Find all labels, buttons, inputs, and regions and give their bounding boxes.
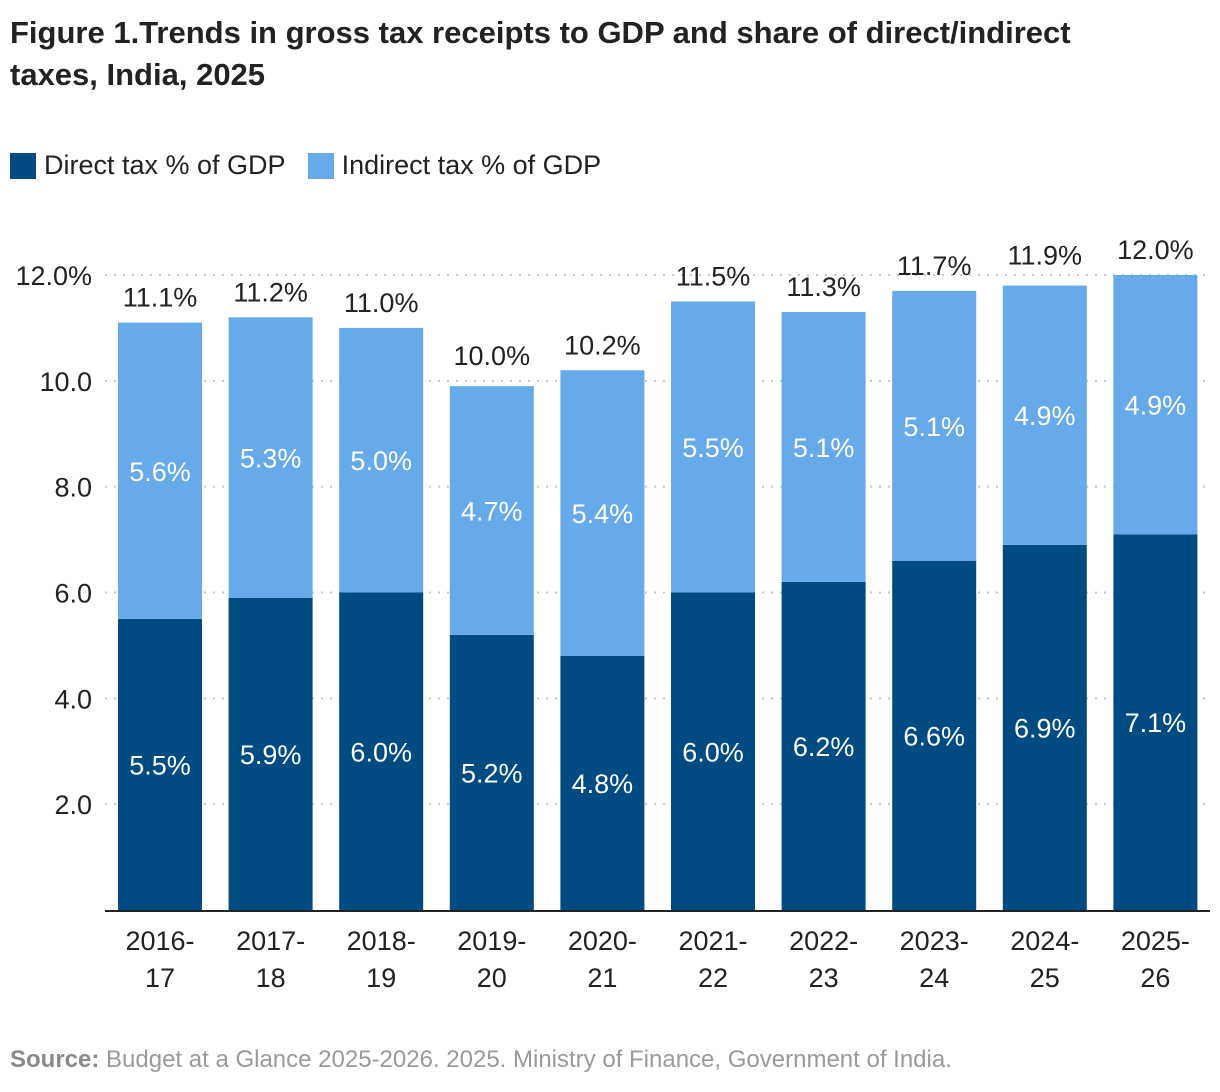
x-tick-label: 21 <box>587 963 617 993</box>
y-tick-label: 2.0 <box>54 790 92 820</box>
data-label-direct: 4.8% <box>572 769 634 799</box>
x-tick-label: 20 <box>477 963 507 993</box>
data-label-total: 11.2% <box>233 277 308 307</box>
x-tick-label: 2021- <box>678 926 747 956</box>
data-label-direct: 6.2% <box>793 732 855 762</box>
bar-direct <box>781 581 866 910</box>
bar-indirect <box>118 322 202 619</box>
bar-direct <box>560 656 645 910</box>
chart-title: Figure 1.Trends in gross tax receipts to… <box>10 15 1071 92</box>
x-tick-label: 22 <box>698 963 728 993</box>
y-tick-label: 6.0 <box>54 579 92 609</box>
bar-direct <box>892 560 977 910</box>
bar-indirect <box>1113 275 1198 535</box>
x-tick-label: 18 <box>256 963 286 993</box>
legend-item-direct: Direct tax % of GDP <box>10 150 286 181</box>
x-tick-label: 2022- <box>789 926 858 956</box>
source-label: Source: <box>10 1046 100 1073</box>
legend: Direct tax % of GDP Indirect tax % of GD… <box>10 150 601 181</box>
data-label-direct: 5.9% <box>240 740 302 770</box>
data-label-total: 11.0% <box>344 288 419 318</box>
bar-indirect <box>671 301 755 593</box>
data-label-indirect: 4.9% <box>1014 401 1076 431</box>
y-tick-label: 12.0% <box>15 261 92 291</box>
data-label-total: 11.7% <box>897 251 972 281</box>
x-tick-label: 17 <box>145 963 175 993</box>
data-label-indirect: 5.5% <box>682 433 744 463</box>
data-label-direct: 7.1% <box>1125 708 1187 738</box>
data-label-total: 11.9% <box>1008 240 1083 270</box>
bar-indirect <box>228 317 313 598</box>
x-tick-label: 2024- <box>1010 926 1079 956</box>
x-tick-label: 19 <box>366 963 396 993</box>
x-tick-label: 26 <box>1140 963 1170 993</box>
data-label-total: 10.0% <box>454 341 531 371</box>
y-tick-label: 10.0 <box>39 367 92 397</box>
data-label-direct: 6.0% <box>682 737 744 767</box>
x-tick-label: 23 <box>809 963 839 993</box>
bar-indirect <box>339 327 424 593</box>
x-tick-label: 2020- <box>568 926 637 956</box>
x-tick-label: 2019- <box>457 926 526 956</box>
data-label-indirect: 5.0% <box>350 446 412 476</box>
bar-indirect <box>1002 285 1087 545</box>
data-label-indirect: 5.3% <box>240 444 302 474</box>
legend-item-indirect: Indirect tax % of GDP <box>307 150 602 181</box>
data-label-total: 11.5% <box>676 261 751 291</box>
source-note: Source: Budget at a Glance 2025-2026. 20… <box>10 1046 952 1074</box>
bar-indirect <box>560 370 645 656</box>
y-tick-label: 4.0 <box>54 684 92 714</box>
data-label-direct: 5.5% <box>129 750 191 780</box>
data-label-direct: 6.9% <box>1014 713 1076 743</box>
legend-label-direct: Direct tax % of GDP <box>44 150 286 180</box>
bar-indirect <box>449 386 534 635</box>
bar-direct <box>671 592 755 910</box>
bar-direct <box>339 592 424 910</box>
data-label-direct: 5.2% <box>461 758 523 788</box>
legend-swatch-direct <box>10 152 36 179</box>
x-tick-label: 2018- <box>347 926 416 956</box>
stacked-bar-chart: 2.0 4.0 6.0 8.0 10.0 12.0% 5.5% 5.6% 11.1% 2016- 1… <box>15 235 1210 993</box>
data-label-indirect: 5.1% <box>793 433 855 463</box>
bar-indirect <box>892 290 977 561</box>
data-label-indirect: 5.1% <box>903 412 965 442</box>
legend-swatch-indirect <box>307 152 334 179</box>
x-tick-label: 25 <box>1030 963 1060 993</box>
bar-direct <box>228 597 313 910</box>
x-tick-label: 2017- <box>236 926 305 956</box>
data-label-indirect: 4.7% <box>461 496 523 526</box>
bar-direct <box>1113 534 1198 910</box>
bar-direct <box>1002 544 1087 910</box>
data-label-indirect: 5.4% <box>572 499 634 529</box>
legend-label-indirect: Indirect tax % of GDP <box>341 150 602 180</box>
bar-indirect <box>781 312 866 582</box>
y-tick-label: 8.0 <box>54 473 92 503</box>
data-label-direct: 6.6% <box>903 721 965 751</box>
data-label-total: 11.1% <box>123 283 198 313</box>
x-tick-label: 2023- <box>900 926 969 956</box>
data-label-total: 11.3% <box>786 272 861 302</box>
bar-direct <box>118 618 202 910</box>
bar-direct <box>449 634 534 910</box>
data-label-indirect: 5.6% <box>129 457 191 487</box>
data-label-indirect: 4.9% <box>1125 391 1187 421</box>
data-label-total: 10.2% <box>564 330 641 360</box>
x-tick-label: 24 <box>919 963 949 993</box>
data-label-direct: 6.0% <box>350 737 412 767</box>
source-text: Budget at a Glance 2025-2026. 2025. Mini… <box>99 1046 952 1073</box>
data-label-total: 12.0% <box>1117 235 1194 265</box>
x-tick-label: 2016- <box>125 926 194 956</box>
x-tick-label: 2025- <box>1121 926 1190 956</box>
